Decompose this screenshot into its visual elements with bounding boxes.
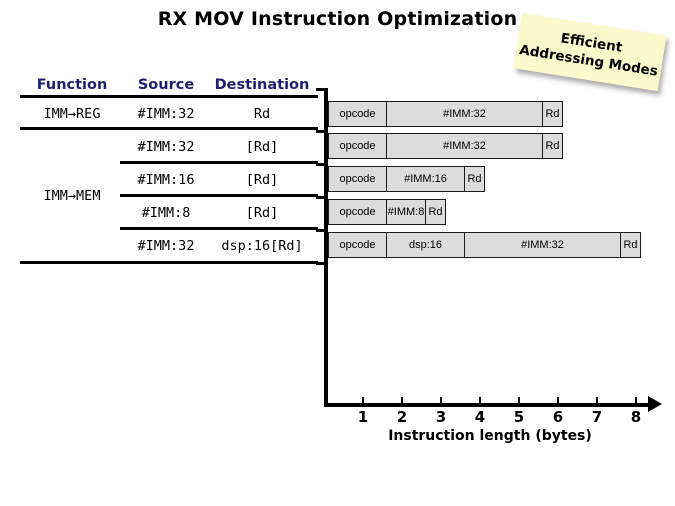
x-axis-tick: [401, 397, 403, 404]
table-header-destination: Destination: [214, 77, 310, 93]
x-axis-arrow-icon: [648, 396, 662, 412]
cell-destination-row1: Rd: [253, 106, 271, 122]
cell-destination-row4: [Rd]: [245, 205, 279, 221]
field-cell: #IMM:32: [465, 232, 621, 258]
cell-destination-row3: [Rd]: [245, 172, 279, 188]
divider-row3: [120, 194, 318, 197]
cell-destination-row5: dsp:16[Rd]: [221, 238, 303, 254]
cell-source-row1: #IMM:32: [137, 106, 195, 122]
page-title: RX MOV Instruction Optimization: [157, 8, 518, 30]
x-axis-tick: [518, 397, 520, 404]
field-cell: dsp:16: [387, 232, 465, 258]
table-header-function: Function: [36, 77, 108, 93]
x-axis-tick-label: 6: [552, 408, 564, 426]
cell-source-row4: #IMM:8: [141, 205, 191, 221]
cell-source-row5: #IMM:32: [137, 238, 195, 254]
divider-row4: [120, 227, 318, 230]
divider-header: [20, 95, 318, 98]
x-axis-tick: [362, 397, 364, 404]
y-axis-tick: [316, 163, 325, 166]
x-axis-tick-label: 7: [591, 408, 603, 426]
instruction-bar: opcode #IMM:32 Rd: [328, 101, 563, 127]
y-axis-tick: [316, 88, 325, 91]
cell-destination-row2: [Rd]: [245, 139, 279, 155]
field-cell: opcode: [328, 101, 387, 127]
field-cell: #IMM:32: [387, 101, 543, 127]
cell-function-imm-reg: IMM→REG: [43, 106, 101, 122]
x-axis-tick: [479, 397, 481, 404]
x-axis-tick: [557, 397, 559, 404]
cell-source-row3: #IMM:16: [137, 172, 195, 188]
x-axis-tick-label: 5: [513, 408, 525, 426]
instruction-bar: opcode dsp:16 #IMM:32 Rd: [328, 232, 641, 258]
x-axis-tick: [635, 397, 637, 404]
y-axis-tick: [316, 196, 325, 199]
field-cell: Rd: [426, 199, 446, 225]
divider-row1: [20, 127, 318, 130]
x-axis-tick: [440, 397, 442, 404]
field-cell: opcode: [328, 199, 387, 225]
y-axis-tick: [316, 229, 325, 232]
instruction-bar: opcode #IMM:8 Rd: [328, 199, 446, 225]
cell-source-row2: #IMM:32: [137, 139, 195, 155]
field-cell: Rd: [621, 232, 641, 258]
field-cell: Rd: [465, 166, 485, 192]
x-axis-tick-label: 2: [396, 408, 408, 426]
field-cell: opcode: [328, 166, 387, 192]
field-cell: #IMM:32: [387, 133, 543, 159]
x-axis-line: [324, 403, 650, 407]
x-axis-tick: [596, 397, 598, 404]
instruction-bar: opcode #IMM:32 Rd: [328, 133, 563, 159]
cell-function-imm-mem: IMM→MEM: [43, 188, 101, 204]
x-axis-tick-label: 1: [357, 408, 369, 426]
instruction-bar: opcode #IMM:16 Rd: [328, 166, 485, 192]
divider-bottom: [20, 261, 318, 264]
field-cell: Rd: [543, 101, 563, 127]
field-cell: opcode: [328, 232, 387, 258]
x-axis-tick-label: 3: [435, 408, 447, 426]
field-cell: opcode: [328, 133, 387, 159]
x-axis-tick-label: 8: [630, 408, 642, 426]
y-axis-tick: [316, 262, 325, 265]
field-cell: Rd: [543, 133, 563, 159]
x-axis-tick-label: 4: [474, 408, 486, 426]
field-cell: #IMM:8: [387, 199, 426, 225]
x-axis-label: Instruction length (bytes): [388, 428, 592, 444]
table-header-source: Source: [137, 77, 195, 93]
divider-row2: [120, 161, 318, 164]
y-axis-line: [324, 88, 328, 407]
field-cell: #IMM:16: [387, 166, 465, 192]
y-axis-tick: [316, 130, 325, 133]
